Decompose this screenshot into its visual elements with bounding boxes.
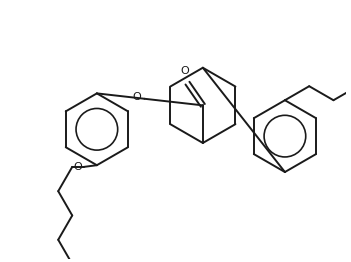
Text: O: O <box>180 66 189 76</box>
Text: O: O <box>74 162 82 172</box>
Text: O: O <box>133 92 141 102</box>
